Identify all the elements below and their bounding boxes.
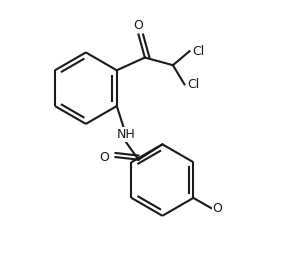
Text: O: O xyxy=(212,201,222,215)
Text: Cl: Cl xyxy=(187,78,199,91)
Text: O: O xyxy=(133,19,143,32)
Text: O: O xyxy=(99,151,109,164)
Text: NH: NH xyxy=(116,128,135,141)
Text: Cl: Cl xyxy=(192,45,204,58)
